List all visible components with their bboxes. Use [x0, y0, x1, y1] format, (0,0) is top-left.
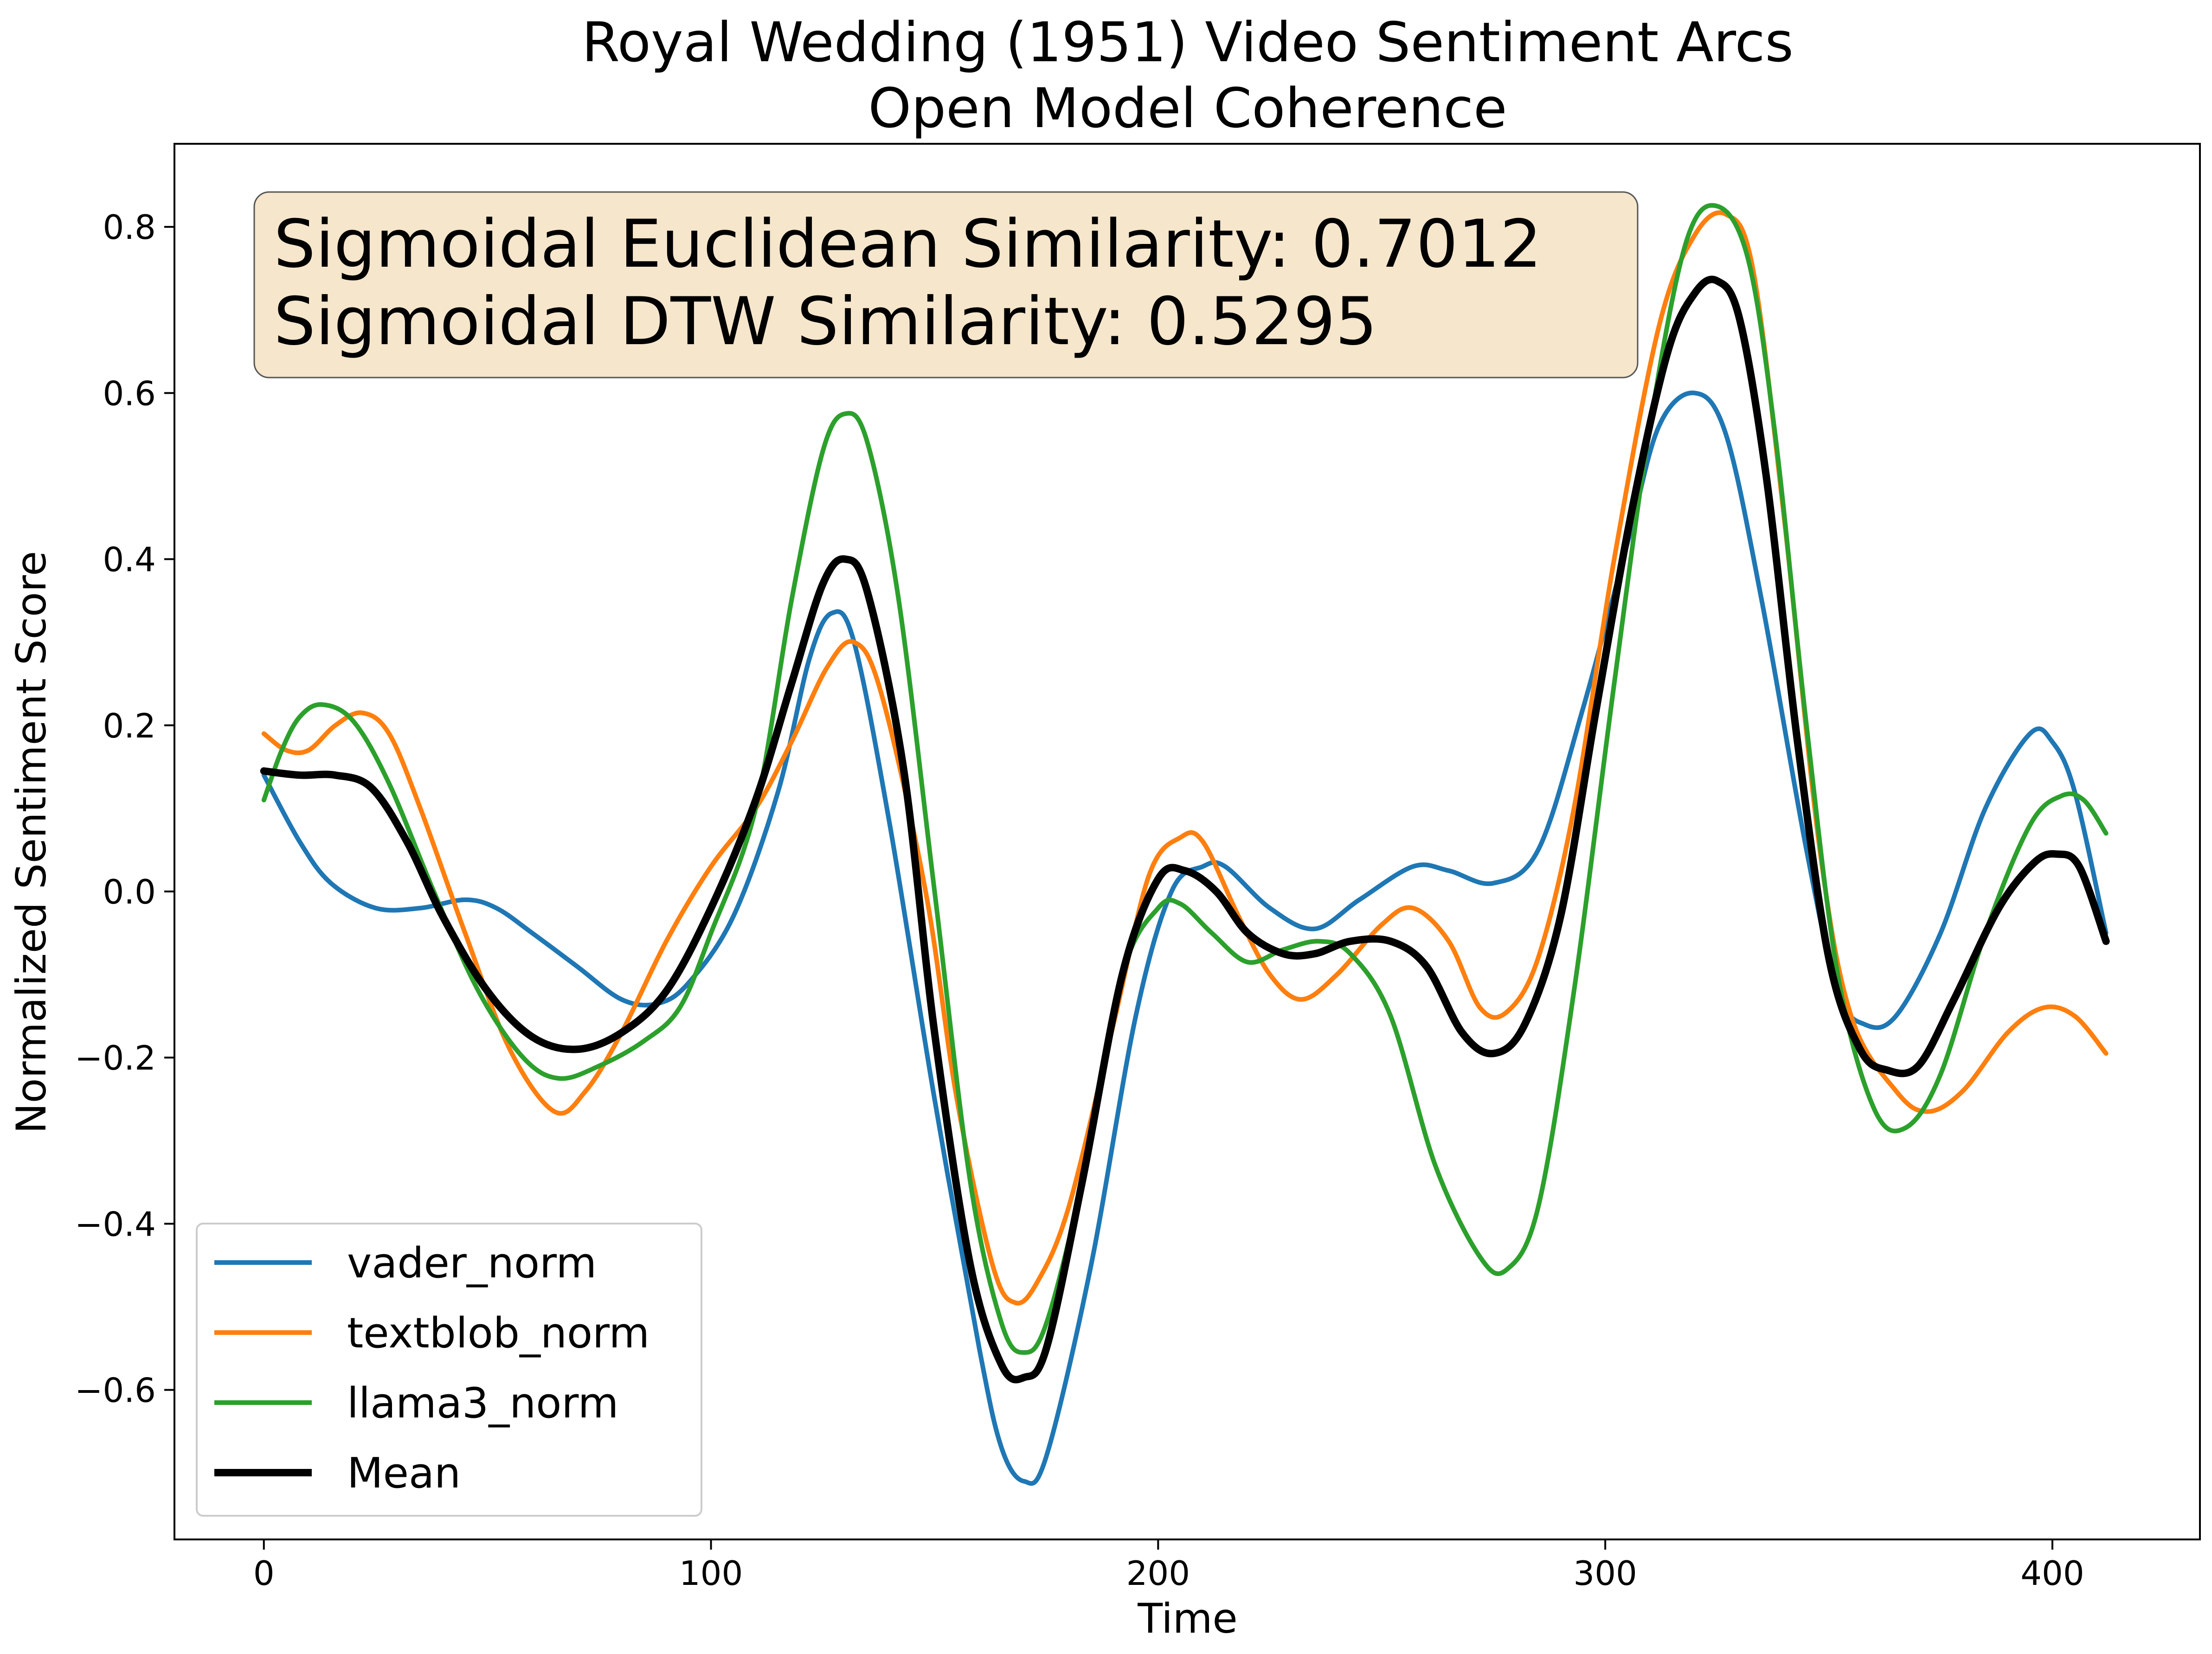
y-tick-label: −0.4 [75, 1205, 156, 1244]
annotation-box [253, 191, 1639, 378]
y-tick-label: −0.2 [75, 1039, 156, 1077]
y-tick-label: 0.2 [103, 706, 156, 745]
legend-label: vader_norm [347, 1239, 597, 1288]
chart-subtitle: Open Model Coherence [868, 76, 1507, 140]
similarity-annotation: Sigmoidal Euclidean Similarity: 0.7012 S… [253, 191, 1639, 378]
series-line-llama3-norm [261, 203, 2109, 1355]
x-axis: 0 100 200 300 400 [253, 1539, 2084, 1593]
y-tick-label: 0.6 [103, 374, 156, 413]
x-tick-label: 0 [253, 1554, 275, 1593]
euclidean-similarity-text: Sigmoidal Euclidean Similarity: 0.7012 [274, 206, 1542, 282]
y-tick-label: 0.8 [103, 208, 156, 247]
dtw-similarity-text: Sigmoidal DTW Similarity: 0.5295 [274, 283, 1377, 360]
chart-title: Royal Wedding (1951) Video Sentiment Arc… [582, 10, 1794, 74]
y-tick-label: 0.0 [103, 872, 156, 911]
legend-frame [196, 1223, 702, 1517]
series-layer [260, 203, 2110, 1486]
x-tick-label: 100 [679, 1554, 743, 1593]
legend-label: textblob_norm [347, 1309, 649, 1358]
y-axis-label: Normalized Sentiment Score [7, 551, 55, 1134]
x-tick-label: 400 [2020, 1554, 2084, 1593]
y-tick-label: 0.4 [103, 540, 156, 579]
y-axis: −0.6 −0.4 −0.2 0.0 0.2 0.4 0.6 0.8 [75, 208, 174, 1410]
x-tick-label: 200 [1126, 1554, 1190, 1593]
legend-label: llama3_norm [347, 1379, 618, 1428]
x-tick-label: 300 [1573, 1554, 1637, 1593]
series-line-mean [260, 276, 2110, 1384]
y-tick-label: −0.6 [75, 1371, 156, 1410]
legend: vader_norm textblob_norm llama3_norm Mean [196, 1223, 702, 1517]
x-axis-label: Time [1137, 1595, 1237, 1642]
plot-frame [174, 143, 2201, 1540]
legend-label: Mean [347, 1449, 461, 1498]
